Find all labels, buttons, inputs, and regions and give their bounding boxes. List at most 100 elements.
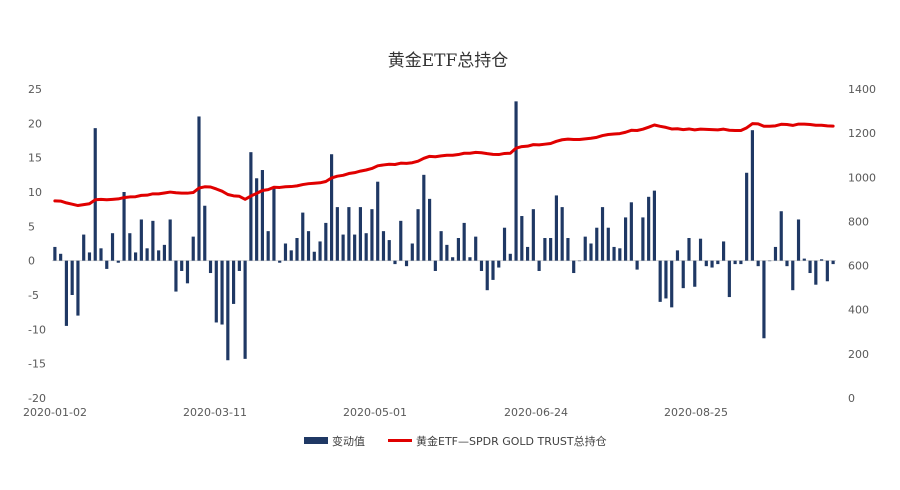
bar bbox=[341, 234, 345, 261]
bar bbox=[664, 260, 668, 299]
bar bbox=[232, 260, 236, 304]
x-tick-label: 2020-08-25 bbox=[664, 406, 728, 419]
bar bbox=[433, 260, 437, 271]
bar bbox=[502, 227, 507, 261]
bar bbox=[122, 192, 126, 261]
bar bbox=[624, 217, 628, 261]
holdings-line bbox=[53, 122, 835, 208]
bar bbox=[428, 198, 432, 261]
bar bbox=[128, 233, 132, 261]
bar bbox=[710, 260, 714, 268]
right-y-tick-label: 1000 bbox=[848, 171, 876, 184]
bar bbox=[168, 219, 172, 261]
bar bbox=[589, 243, 593, 261]
bar bbox=[531, 209, 535, 261]
bar bbox=[583, 236, 587, 261]
x-tick-label: 2020-05-01 bbox=[343, 406, 407, 419]
bar bbox=[704, 260, 708, 267]
bar bbox=[237, 260, 241, 271]
bar bbox=[600, 207, 605, 261]
left-y-tick-label: 0 bbox=[28, 255, 35, 268]
bar bbox=[606, 227, 610, 261]
bar bbox=[422, 174, 426, 261]
bar bbox=[572, 260, 576, 274]
bar bbox=[318, 241, 322, 261]
right-y-tick-label: 200 bbox=[848, 348, 869, 361]
bar bbox=[756, 260, 760, 267]
bar bbox=[681, 260, 685, 289]
bar bbox=[283, 243, 288, 261]
bar bbox=[134, 252, 138, 261]
bar bbox=[485, 260, 489, 291]
bar bbox=[59, 253, 63, 261]
bar bbox=[825, 260, 829, 282]
bar bbox=[180, 260, 184, 271]
x-tick-label: 2020-01-02 bbox=[23, 406, 87, 419]
x-tick-label: 2020-03-11 bbox=[183, 406, 247, 419]
bar bbox=[243, 260, 247, 359]
bar bbox=[278, 260, 282, 263]
bar bbox=[93, 128, 97, 261]
right-y-tick-label: 0 bbox=[848, 392, 855, 405]
bar bbox=[508, 253, 512, 261]
right-y-tick-label: 400 bbox=[848, 304, 869, 317]
bar bbox=[364, 233, 368, 261]
bar bbox=[312, 251, 316, 261]
bar bbox=[53, 246, 57, 261]
right-y-tick-label: 1200 bbox=[848, 127, 876, 140]
bar bbox=[208, 260, 213, 274]
right-y-tick-label: 600 bbox=[848, 260, 869, 273]
bar bbox=[802, 258, 806, 261]
bar bbox=[820, 259, 824, 261]
bar bbox=[289, 250, 293, 261]
legend-label-bar: 变动值 bbox=[332, 434, 365, 448]
left-y-tick-label: -5 bbox=[28, 289, 39, 302]
bar bbox=[249, 152, 253, 261]
bar bbox=[214, 260, 218, 323]
bar bbox=[266, 231, 270, 261]
bar bbox=[808, 260, 812, 274]
bar bbox=[658, 260, 662, 302]
bar bbox=[554, 195, 558, 261]
bar bbox=[387, 240, 391, 261]
bar bbox=[537, 260, 541, 271]
bar bbox=[416, 209, 420, 261]
bar bbox=[698, 238, 703, 261]
bar bbox=[549, 238, 553, 261]
bar bbox=[151, 220, 155, 261]
bar bbox=[618, 248, 622, 261]
chart-title: 黄金ETF总持仓 bbox=[388, 51, 509, 71]
bar bbox=[595, 227, 599, 261]
bar bbox=[497, 260, 501, 268]
left-y-tick-label: 5 bbox=[28, 220, 35, 233]
bar bbox=[381, 231, 386, 261]
bar bbox=[722, 241, 726, 261]
bar bbox=[727, 260, 731, 298]
bar bbox=[272, 186, 276, 261]
bar bbox=[70, 260, 74, 295]
bar bbox=[675, 250, 680, 261]
bar bbox=[116, 260, 120, 263]
bar bbox=[635, 260, 639, 270]
bar bbox=[105, 260, 109, 269]
left-y-tick-label: 20 bbox=[28, 117, 42, 130]
bar bbox=[831, 260, 835, 265]
left-y-tick-label: 25 bbox=[28, 83, 42, 96]
bar bbox=[687, 238, 691, 261]
bar bbox=[393, 260, 397, 265]
bar bbox=[260, 170, 264, 261]
left-y-tick-label: -20 bbox=[28, 392, 46, 405]
bar bbox=[566, 238, 570, 261]
bar bbox=[295, 238, 299, 261]
bar bbox=[739, 260, 743, 265]
bar bbox=[410, 243, 414, 261]
bar bbox=[203, 205, 207, 261]
bar bbox=[191, 236, 195, 261]
bar bbox=[629, 202, 633, 261]
bar bbox=[652, 190, 656, 261]
bar bbox=[110, 233, 115, 261]
bar bbox=[174, 260, 178, 292]
bar bbox=[301, 212, 305, 261]
bar bbox=[370, 209, 374, 261]
bar bbox=[226, 260, 230, 361]
